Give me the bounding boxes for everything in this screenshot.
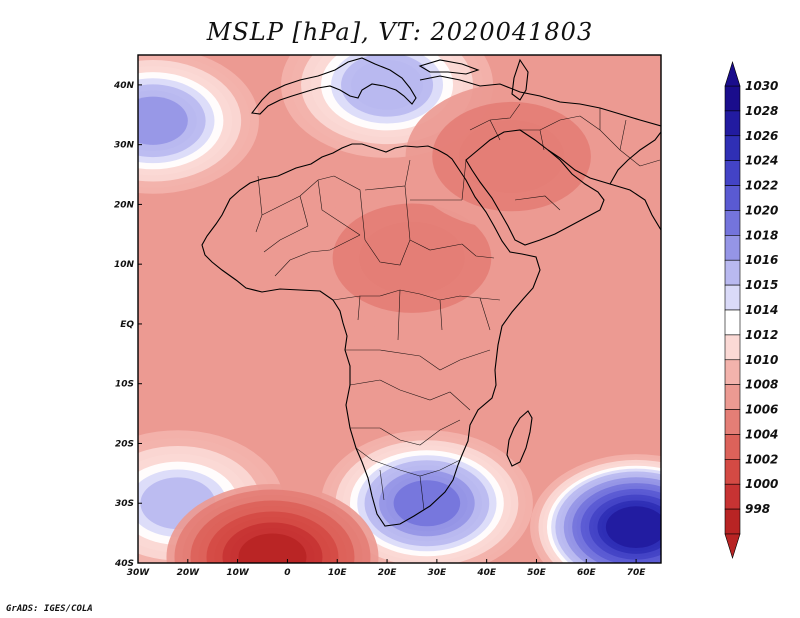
lat-tick-label: 40S xyxy=(114,559,134,569)
lon-tick-label: 10W xyxy=(226,568,250,578)
grads-credit: GrADS: IGES/COLA xyxy=(6,604,93,614)
black-caspian-sea-coast xyxy=(418,58,529,101)
colorbar-level-label: 1024 xyxy=(745,154,778,168)
colorbar-level-label: 1030 xyxy=(745,79,778,93)
colorbar-level-label: 1022 xyxy=(745,179,778,193)
lon-tick-label: 20E xyxy=(378,568,398,578)
lat-tick-label: 30N xyxy=(114,141,135,151)
colorbar-level-label: 1004 xyxy=(745,427,778,441)
colorbar-level-label: 1015 xyxy=(745,278,778,292)
colorbar-segment xyxy=(724,359,741,385)
colorbar-level-label: 1008 xyxy=(745,378,778,392)
lat-tick-label: 10N xyxy=(114,260,135,270)
axes-labels: 30W 20W 10W 0 10E 20E 30E 40E 50E 60E 70E 40S 30S 20S… xyxy=(113,81,646,578)
colorbar-bottom-arrow xyxy=(724,533,741,560)
lon-tick-label: 50E xyxy=(527,568,547,578)
lat-tick-label: 20S xyxy=(115,439,134,449)
colorbar-segment xyxy=(724,85,741,112)
lon-tick-label: 30W xyxy=(127,568,151,578)
colorbar: 1030 1028 1026 1024 1022 1020 1018 1016 1015 1014… xyxy=(724,60,778,560)
colorbar-level-label: 1020 xyxy=(745,203,778,217)
colorbar-level-label: 1014 xyxy=(745,303,778,317)
north-africa-borders xyxy=(255,159,495,277)
colorbar-segment xyxy=(724,334,741,361)
colorbar-level-label: 1010 xyxy=(745,353,778,367)
lat-tick-label: 30S xyxy=(115,499,134,509)
colorbar-level-label: 1016 xyxy=(745,253,778,267)
low-south-atlantic xyxy=(166,484,379,563)
madagascar-coastline xyxy=(506,410,533,467)
colorbar-segment xyxy=(724,210,741,236)
low-arabia xyxy=(405,83,618,230)
colorbar-level-label: 1012 xyxy=(745,328,778,342)
colorbar-segment xyxy=(724,235,741,261)
lon-tick-label: 10E xyxy=(328,568,348,578)
lon-tick-label: 70E xyxy=(627,568,647,578)
high-north-atlantic xyxy=(138,55,259,194)
colorbar-segment xyxy=(724,483,741,510)
colorbar-segment xyxy=(724,434,741,460)
colorbar-level-label: 1006 xyxy=(745,403,778,417)
pressure-contour-band xyxy=(238,533,307,563)
lon-tick-label: 60E xyxy=(577,568,597,578)
colorbar-segment xyxy=(724,185,741,211)
colorbar-top-arrow xyxy=(724,60,741,87)
colorbar-segment xyxy=(724,508,741,535)
high-south-indian-ocean xyxy=(530,454,661,563)
map-frame xyxy=(137,54,662,564)
persian-gulf-india-coast xyxy=(547,131,661,231)
map-title: MSLP [hPa], VT: 2020041803 xyxy=(206,18,594,46)
mediterranean-north-coast xyxy=(250,57,661,127)
pressure-field xyxy=(138,55,661,563)
pressure-contour-band xyxy=(351,60,424,110)
lat-tick-label: 40N xyxy=(113,81,135,91)
colorbar-segment xyxy=(724,309,741,336)
middle-east-borders xyxy=(469,103,661,211)
pressure-contour-band xyxy=(138,96,188,145)
high-south-africa xyxy=(320,430,533,563)
colorbar-level-label: 998 xyxy=(745,502,770,516)
colorbar-level-label: 1028 xyxy=(745,104,778,118)
central-east-africa-borders xyxy=(332,289,501,511)
lon-tick-label: 0 xyxy=(284,568,290,578)
lon-tick-label: 30E xyxy=(428,568,448,578)
country-borders-layer xyxy=(255,103,661,511)
lon-tick-label: 40E xyxy=(476,568,497,578)
colorbar-segment xyxy=(724,459,741,485)
lat-tick-label: EQ xyxy=(120,320,134,330)
colorbar-segment xyxy=(724,409,741,435)
colorbar-level-label: 1026 xyxy=(745,129,778,143)
lat-tick-label: 20N xyxy=(114,200,135,210)
colorbar-segment xyxy=(724,135,741,161)
colorbar-level-label: 1002 xyxy=(745,452,778,466)
colorbar-segment xyxy=(724,160,741,186)
lat-tick-label: 10S xyxy=(115,380,134,390)
colorbar-segment xyxy=(724,110,741,137)
pressure-contour-band xyxy=(605,506,661,549)
pressure-contour-band xyxy=(393,480,461,527)
colorbar-level-label: 1018 xyxy=(745,228,778,242)
colorbar-segment xyxy=(724,284,741,311)
colorbar-segment xyxy=(724,259,741,286)
pressure-contour-band xyxy=(359,221,465,295)
lon-tick-label: 20W xyxy=(177,568,201,578)
colorbar-segment xyxy=(724,384,741,410)
pressure-contour-band xyxy=(458,120,565,193)
africa-coastline xyxy=(201,143,541,527)
colorbar-level-label: 1000 xyxy=(745,477,778,491)
